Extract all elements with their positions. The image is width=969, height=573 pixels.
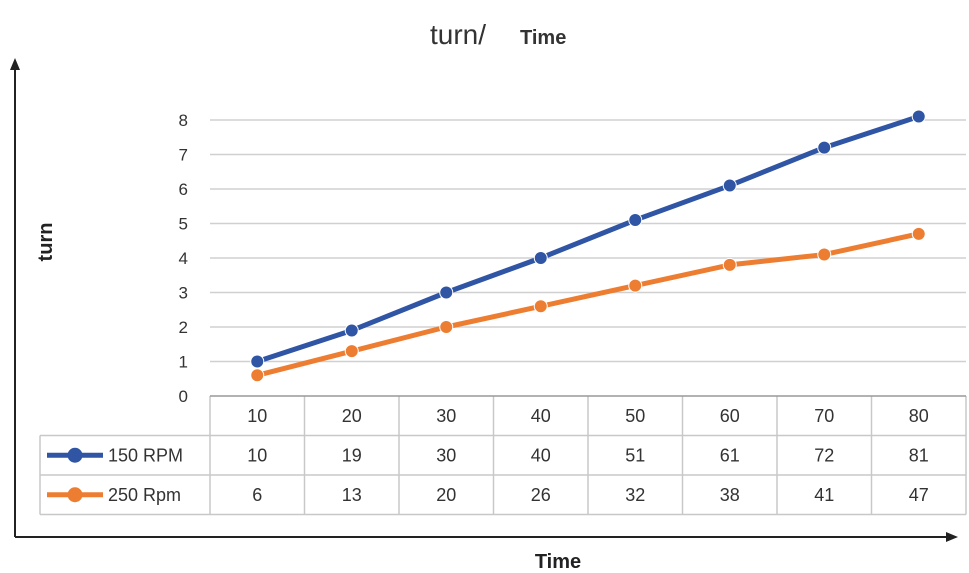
- x-tick-label: 50: [625, 406, 645, 426]
- x-tick-label: 10: [247, 406, 267, 426]
- x-tick-label: 40: [531, 406, 551, 426]
- data-point: [439, 320, 454, 334]
- table-cell: 30: [436, 446, 456, 466]
- gridlines: [210, 119, 966, 363]
- table-cell: 20: [436, 485, 456, 505]
- table-cell: 10: [247, 446, 267, 466]
- x-tick-label: 80: [909, 406, 929, 426]
- series-line: [256, 231, 920, 378]
- y-axis-title: turn: [35, 223, 57, 262]
- data-point: [911, 109, 926, 124]
- y-tick-label: 5: [179, 215, 188, 234]
- x-axis-title: Time: [535, 551, 581, 573]
- x-axis-arrowhead: [946, 532, 958, 542]
- y-tick-label: 8: [179, 111, 188, 130]
- data-table: 10 20 30 40 50 60 70 80 150 RPM 10 19 30 40 51 61 72 81 2…: [39, 395, 967, 516]
- data-point: [533, 299, 548, 314]
- data-point: [344, 323, 359, 338]
- x-tick-label: 70: [814, 406, 834, 426]
- y-tick-label: 2: [179, 318, 188, 337]
- table-cell: 19: [342, 446, 362, 466]
- table-cell: 26: [531, 485, 551, 505]
- y-axis-arrowhead: [10, 58, 20, 70]
- table-cell: 13: [342, 485, 362, 505]
- table-cell: 51: [625, 446, 645, 466]
- data-point: [722, 178, 737, 193]
- data-point: [628, 213, 643, 228]
- table-cell: 41: [814, 485, 834, 505]
- table-cell: 81: [909, 446, 929, 466]
- y-tick-label: 7: [179, 146, 188, 165]
- data-point: [817, 140, 832, 155]
- x-tick-label: 60: [720, 406, 740, 426]
- series-line: [256, 114, 920, 364]
- data-point: [439, 285, 454, 300]
- data-point: [533, 251, 548, 265]
- table-cell: 32: [625, 485, 645, 505]
- data-point: [628, 278, 643, 293]
- legend-key-marker: [67, 487, 83, 503]
- data-point: [722, 257, 737, 272]
- series-lines: [250, 109, 926, 383]
- table-cell: 72: [814, 446, 834, 466]
- table-cell: 38: [720, 485, 740, 505]
- data-point: [250, 368, 265, 383]
- data-point: [250, 354, 265, 369]
- chart-title: turn/: [430, 19, 486, 50]
- chart-title-sub: Time: [520, 27, 566, 49]
- data-point: [344, 344, 359, 359]
- legend-entry: 150 RPM: [108, 446, 183, 466]
- y-tick-label: 1: [179, 353, 188, 372]
- table-cell: 40: [531, 446, 551, 466]
- y-tick-labels: 0 1 2 3 4 5 6 7 8: [179, 111, 188, 406]
- data-point: [817, 247, 832, 262]
- table-cell: 6: [252, 485, 262, 505]
- y-tick-label: 4: [179, 249, 188, 268]
- data-point: [911, 226, 926, 241]
- y-tick-label: 6: [179, 180, 188, 199]
- x-tick-label: 20: [342, 406, 362, 426]
- y-tick-label: 0: [179, 387, 188, 406]
- y-tick-label: 3: [179, 284, 188, 303]
- table-cell: 47: [909, 485, 929, 505]
- legend-key-marker: [67, 447, 83, 463]
- x-tick-label: 30: [436, 406, 456, 426]
- legend-entry: 250 Rpm: [108, 485, 181, 505]
- table-cell: 61: [720, 446, 740, 466]
